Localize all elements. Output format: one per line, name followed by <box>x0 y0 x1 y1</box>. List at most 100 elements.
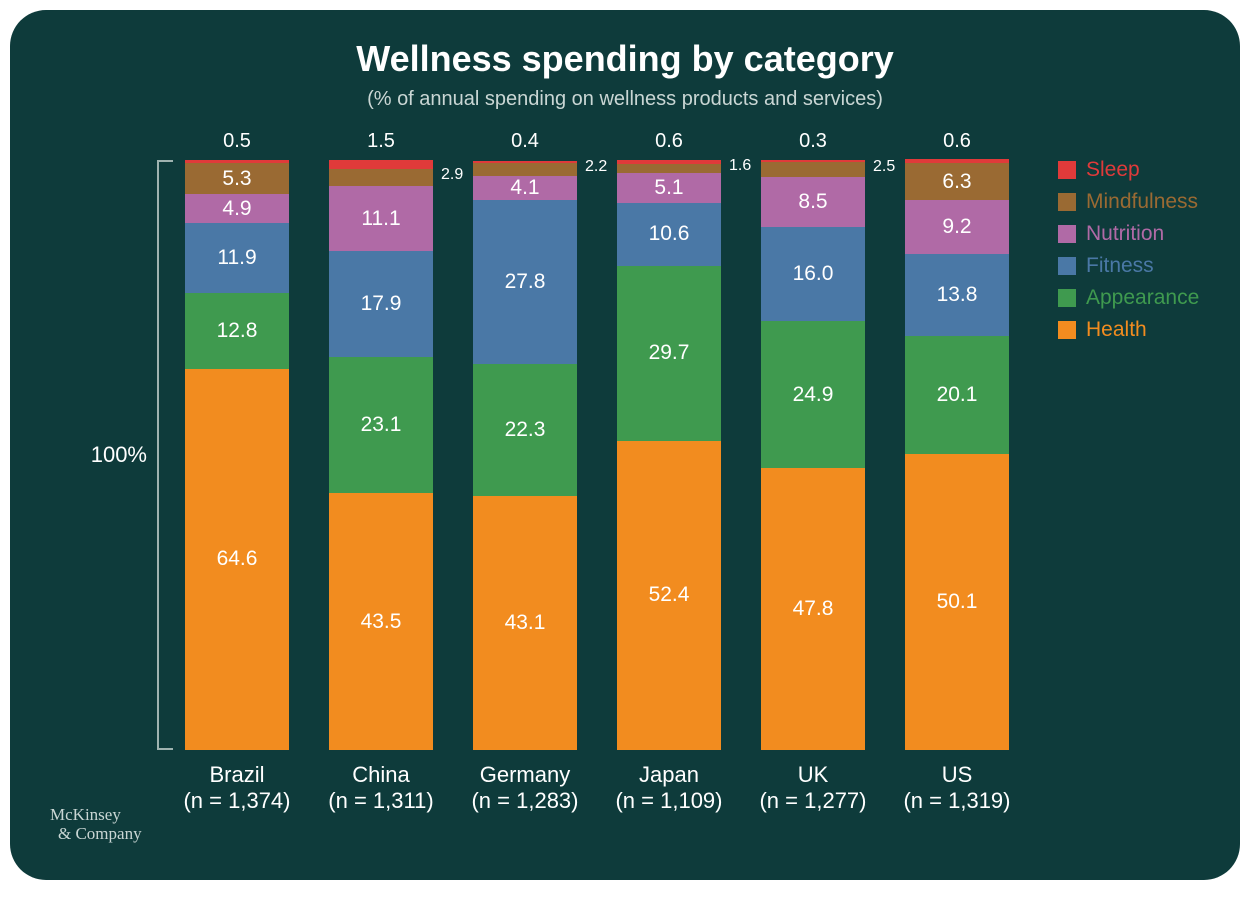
segment-fitness: 17.9 <box>329 251 433 357</box>
x-axis-label-brazil: Brazil(n = 1,374) <box>165 762 309 814</box>
segment-value-fitness: 10.6 <box>649 222 690 246</box>
segment-value-appearance: 12.8 <box>217 319 258 343</box>
source-attribution: McKinsey & Company <box>50 805 142 844</box>
legend-swatch-health <box>1058 321 1076 339</box>
x-axis-country: Germany <box>480 762 570 787</box>
segment-mindfulness <box>329 169 433 186</box>
segment-value-mindfulness: 1.6 <box>729 157 751 175</box>
segment-sleep <box>473 161 577 163</box>
bar-us: 50.1 20.1 13.8 9.2 6.3 <box>905 160 1009 750</box>
bar-japan: 52.429.710.65.11.6 <box>617 160 721 750</box>
chart-plot-area: 100%64.612.811.94.95.30.5Brazil(n = 1,37… <box>185 160 1025 750</box>
chart-card: Wellness spending by category (% of annu… <box>10 10 1240 880</box>
legend-label-health: Health <box>1086 318 1147 342</box>
legend-swatch-sleep <box>1058 161 1076 179</box>
legend-item-health: Health <box>1058 318 1199 342</box>
segment-fitness: 11.9 <box>185 223 289 293</box>
x-axis-label-us: US(n = 1,319) <box>885 762 1029 814</box>
segment-mindfulness <box>761 162 865 177</box>
segment-sleep <box>185 160 289 163</box>
segment-health: 43.5 <box>329 493 433 750</box>
bar-germany: 43.122.327.84.12.2 <box>473 160 577 750</box>
segment-value-mindfulness: 2.9 <box>441 166 463 184</box>
segment-value-appearance: 24.9 <box>793 383 834 407</box>
legend-label-fitness: Fitness <box>1086 254 1154 278</box>
chart-legend: Sleep Mindfulness Nutrition Fitness Appearan… <box>1058 158 1199 350</box>
x-axis-n: (n = 1,319) <box>885 788 1029 814</box>
x-axis-label-uk: UK(n = 1,277) <box>741 762 885 814</box>
legend-item-appearance: Appearance <box>1058 286 1199 310</box>
segment-value-fitness: 13.8 <box>937 283 978 307</box>
x-axis-country: US <box>942 762 973 787</box>
segment-nutrition: 9.2 <box>905 200 1009 254</box>
segment-value-health: 50.1 <box>937 590 978 614</box>
segment-value-health: 52.4 <box>649 583 690 607</box>
top-value-sleep: 1.5 <box>367 130 395 153</box>
x-axis-label-china: China(n = 1,311) <box>309 762 453 814</box>
segment-mindfulness <box>473 163 577 176</box>
legend-swatch-appearance <box>1058 289 1076 307</box>
segment-value-appearance: 23.1 <box>361 413 402 437</box>
segment-health: 50.1 <box>905 454 1009 750</box>
top-value-sleep: 0.6 <box>943 130 971 153</box>
x-axis-label-germany: Germany(n = 1,283) <box>453 762 597 814</box>
segment-value-appearance: 20.1 <box>937 383 978 407</box>
segment-value-fitness: 17.9 <box>361 292 402 316</box>
segment-fitness: 13.8 <box>905 254 1009 335</box>
segment-mindfulness: 6.3 <box>905 163 1009 200</box>
segment-appearance: 22.3 <box>473 364 577 496</box>
x-axis-n: (n = 1,277) <box>741 788 885 814</box>
segment-value-mindfulness: 6.3 <box>942 170 971 194</box>
segment-sleep <box>905 159 1009 163</box>
top-value-sleep: 0.6 <box>655 130 683 153</box>
x-axis-country: Brazil <box>209 762 264 787</box>
segment-value-nutrition: 11.1 <box>361 207 400 231</box>
segment-health: 43.1 <box>473 496 577 750</box>
legend-item-mindfulness: Mindfulness <box>1058 190 1199 214</box>
source-line-1: McKinsey <box>50 805 121 824</box>
segment-nutrition: 4.9 <box>185 194 289 223</box>
segment-value-fitness: 16.0 <box>793 262 834 286</box>
segment-health: 64.6 <box>185 369 289 750</box>
segment-value-health: 43.1 <box>505 611 546 635</box>
bar-china: 43.523.117.911.12.9 <box>329 160 433 750</box>
segment-value-mindfulness: 5.3 <box>222 167 251 191</box>
bar-brazil: 64.6 12.8 11.9 4.9 5.3 <box>185 160 289 750</box>
x-axis-label-japan: Japan(n = 1,109) <box>597 762 741 814</box>
y-axis-bracket <box>157 160 173 750</box>
segment-sleep <box>617 160 721 164</box>
x-axis-n: (n = 1,311) <box>309 788 453 814</box>
legend-swatch-nutrition <box>1058 225 1076 243</box>
x-axis-country: UK <box>798 762 829 787</box>
segment-value-health: 64.6 <box>217 547 258 571</box>
segment-value-mindfulness: 2.2 <box>585 158 607 176</box>
segment-nutrition: 4.1 <box>473 176 577 200</box>
segment-value-nutrition: 5.1 <box>654 176 683 200</box>
segment-nutrition: 11.1 <box>329 186 433 251</box>
segment-health: 47.8 <box>761 468 865 750</box>
x-axis-country: Japan <box>639 762 699 787</box>
bar-uk: 47.824.916.08.52.5 <box>761 160 865 750</box>
y-axis-label: 100% <box>85 442 147 468</box>
top-value-sleep: 0.4 <box>511 130 539 153</box>
segment-value-fitness: 11.9 <box>217 246 256 270</box>
chart-title: Wellness spending by category <box>10 38 1240 80</box>
top-value-sleep: 0.5 <box>223 130 251 153</box>
legend-item-sleep: Sleep <box>1058 158 1199 182</box>
segment-sleep <box>761 160 865 162</box>
legend-item-nutrition: Nutrition <box>1058 222 1199 246</box>
chart-subtitle: (% of annual spending on wellness produc… <box>10 88 1240 111</box>
segment-value-mindfulness: 2.5 <box>873 158 895 176</box>
segment-value-nutrition: 8.5 <box>798 190 827 214</box>
segment-value-nutrition: 4.1 <box>510 176 539 200</box>
segment-value-fitness: 27.8 <box>505 270 546 294</box>
segment-health: 52.4 <box>617 441 721 750</box>
segment-value-nutrition: 9.2 <box>942 215 971 239</box>
segment-value-appearance: 29.7 <box>649 341 690 365</box>
segment-fitness: 16.0 <box>761 227 865 321</box>
segment-value-nutrition: 4.9 <box>222 197 251 221</box>
segment-fitness: 27.8 <box>473 200 577 364</box>
segment-nutrition: 8.5 <box>761 177 865 227</box>
segment-mindfulness: 5.3 <box>185 163 289 194</box>
legend-swatch-mindfulness <box>1058 193 1076 211</box>
